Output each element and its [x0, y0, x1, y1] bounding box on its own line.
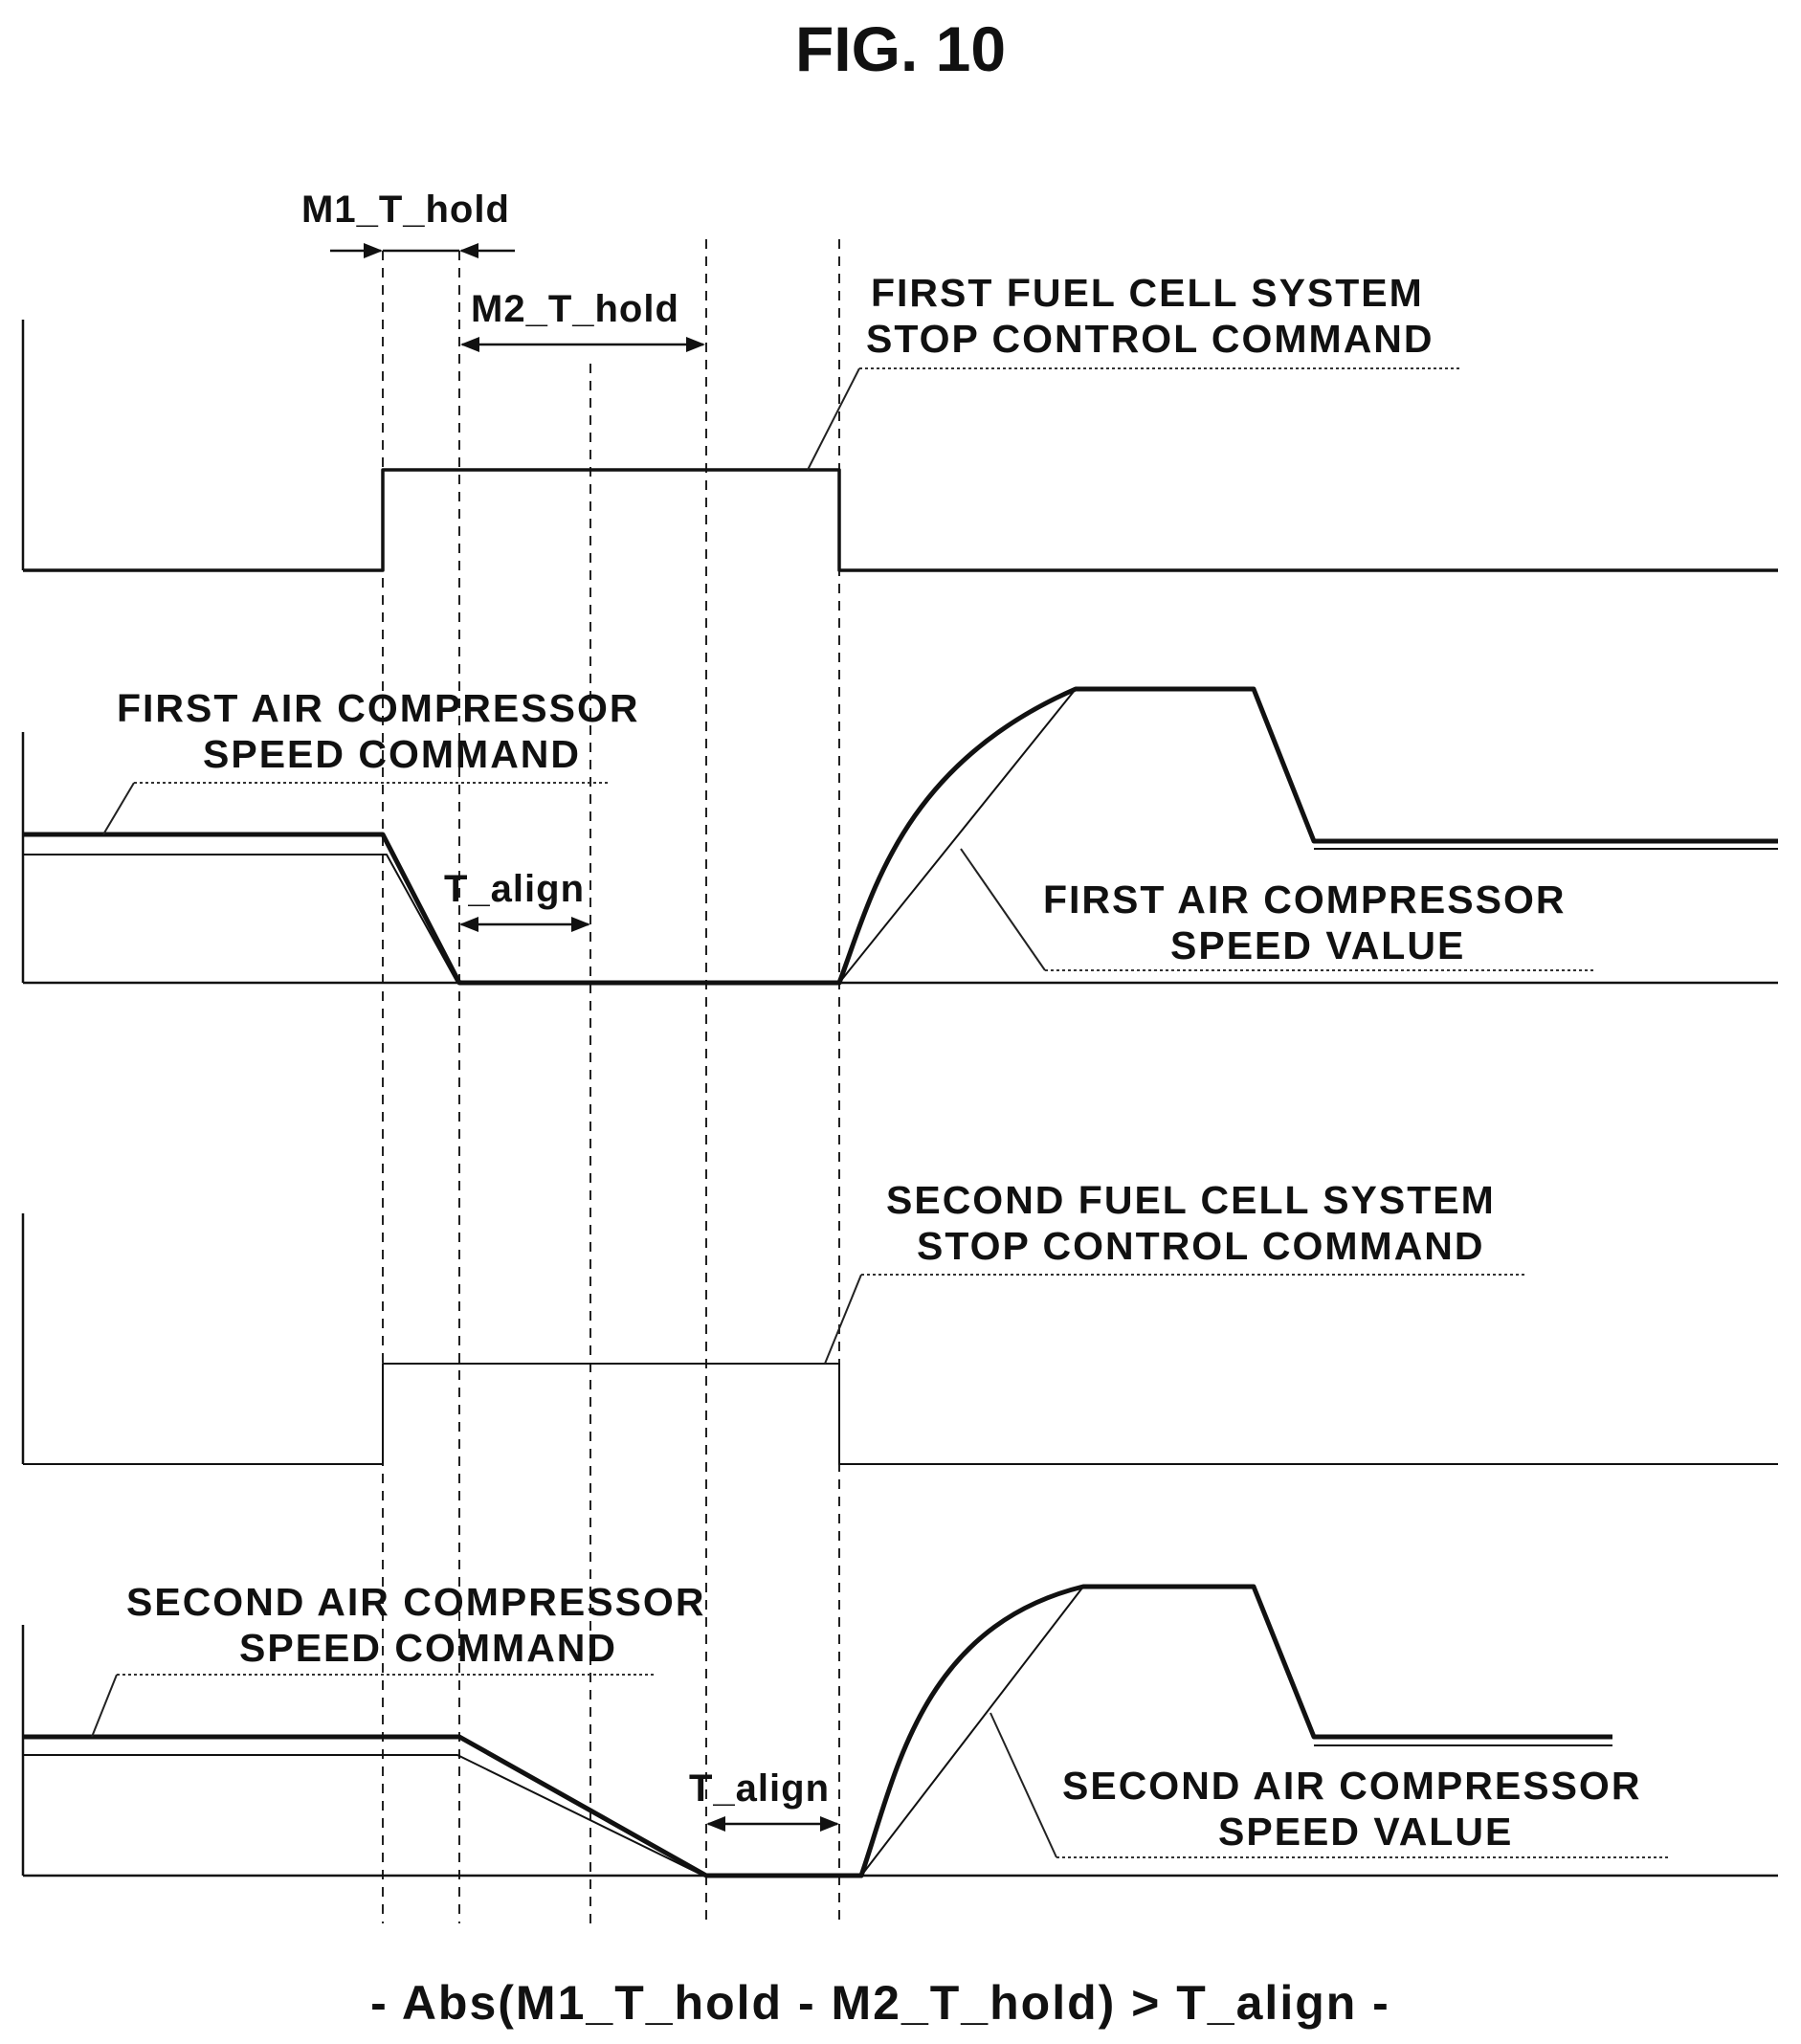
- second-speed-command-signal: [23, 1584, 1612, 1878]
- first-stop-label-line2: STOP CONTROL COMMAND: [866, 317, 1434, 361]
- panel-first-air-compressor: FIRST AIR COMPRESSOR SPEED COMMAND FIRST…: [21, 686, 1778, 986]
- second-stop-label-line1: SECOND FUEL CELL SYSTEM: [886, 1178, 1496, 1222]
- time-guides: [382, 239, 840, 1923]
- panel-second-air-compressor: SECOND AIR COMPRESSOR SPEED COMMAND SECO…: [21, 1580, 1778, 1878]
- second-cmd-label-line1: SECOND AIR COMPRESSOR: [126, 1580, 705, 1624]
- first-speed-command-signal: [23, 686, 1778, 986]
- second-cmd-label-line2: SPEED COMMAND: [239, 1626, 617, 1670]
- first-cmd-label-line1: FIRST AIR COMPRESSOR: [117, 686, 639, 730]
- first-speed-value-signal: [23, 688, 1778, 984]
- first-val-label-line1: FIRST AIR COMPRESSOR: [1043, 878, 1566, 922]
- second-val-label-line2: SPEED VALUE: [1218, 1810, 1513, 1854]
- first-stop-command-signal: [23, 468, 1778, 572]
- m1-t-hold-dimension: M1_T_hold: [301, 189, 515, 258]
- figure-title: FIG. 10: [795, 13, 1006, 84]
- m2-t-hold-label: M2_T_hold: [471, 288, 679, 330]
- m1-t-hold-label: M1_T_hold: [301, 189, 510, 231]
- panel-second-stop-command: SECOND FUEL CELL SYSTEM STOP CONTROL COM…: [21, 1178, 1778, 1465]
- second-stop-label-line2: STOP CONTROL COMMAND: [917, 1224, 1485, 1268]
- m2-t-hold-dimension: M2_T_hold: [460, 288, 705, 352]
- second-stop-command-signal: [23, 1363, 1778, 1465]
- first-cmd-label-line2: SPEED COMMAND: [203, 732, 581, 776]
- panel-first-stop-command: FIRST FUEL CELL SYSTEM STOP CONTROL COMM…: [21, 271, 1778, 572]
- second-val-label-line1: SECOND AIR COMPRESSOR: [1062, 1764, 1641, 1808]
- first-stop-label-line1: FIRST FUEL CELL SYSTEM: [871, 271, 1424, 315]
- t-align-first-label: T_align: [444, 868, 585, 910]
- t-align-second-label: T_align: [689, 1767, 830, 1810]
- first-val-label-line2: SPEED VALUE: [1170, 923, 1465, 967]
- second-speed-value-signal: [23, 1586, 1612, 1877]
- figure-caption: - Abs(M1_T_hold - M2_T_hold) > T_align -: [370, 1976, 1390, 2030]
